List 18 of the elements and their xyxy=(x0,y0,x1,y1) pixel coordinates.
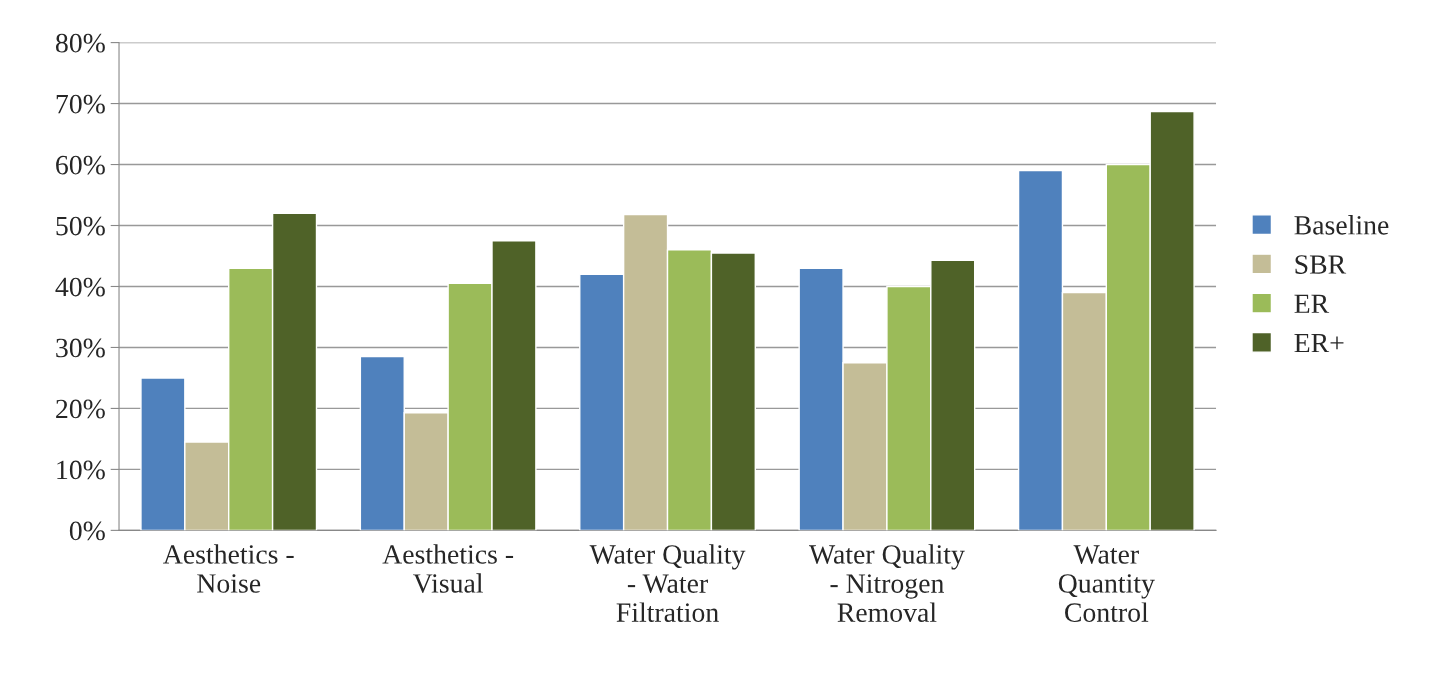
x-tick-label: Aesthetics - Noise xyxy=(163,544,294,593)
legend-label: SBR xyxy=(1295,255,1347,274)
y-tick-label: 60% xyxy=(56,155,105,175)
x-tick-label: Water Quality - Nitrogen Removal xyxy=(809,544,965,623)
y-tick-label: 20% xyxy=(56,399,105,419)
y-tick-label: 40% xyxy=(55,277,105,297)
y-tick-label: 30% xyxy=(56,338,105,358)
y-tick-label: 70% xyxy=(56,94,105,114)
y-tick-label: 0% xyxy=(69,521,105,541)
y-tick-label: 50% xyxy=(56,216,105,236)
legend-label: ER xyxy=(1294,294,1330,313)
legend-label: Baseline xyxy=(1294,215,1389,235)
y-tick-label: 80% xyxy=(55,33,105,53)
y-tick-label: 10% xyxy=(57,460,105,480)
legend-label: ER+ xyxy=(1294,333,1344,353)
x-tick-label: Aesthetics - Visual xyxy=(382,544,514,593)
x-tick-label: Water Quality - Water Filtration xyxy=(589,544,746,622)
x-tick-label: Water Quantity Control xyxy=(1058,545,1155,622)
